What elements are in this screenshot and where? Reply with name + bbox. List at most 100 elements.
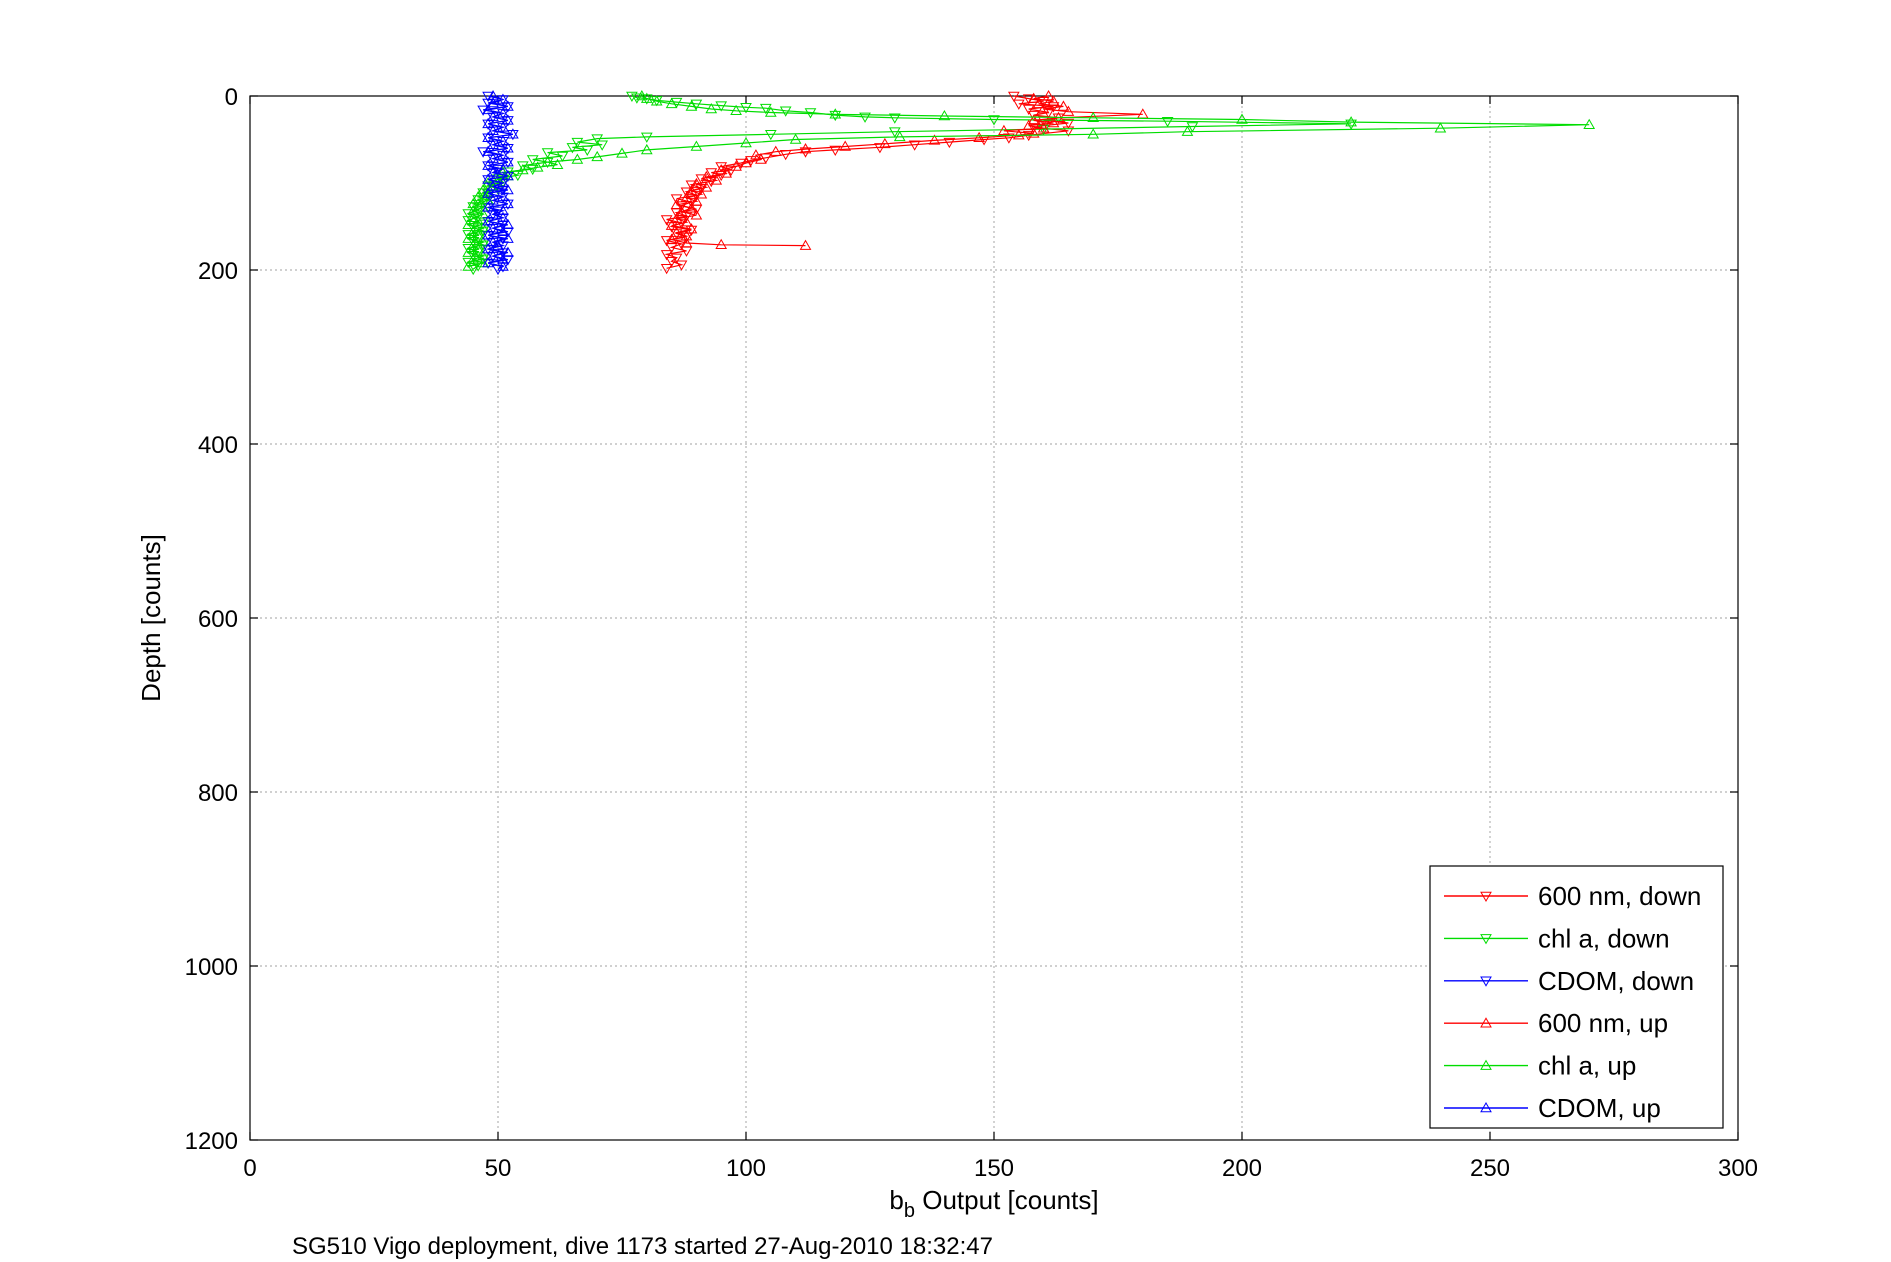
- data-point: [497, 93, 509, 104]
- data-point: [1042, 89, 1055, 101]
- data-point: [482, 103, 494, 115]
- data-point: [988, 115, 1000, 126]
- data-point: [487, 222, 499, 233]
- data-point: [467, 253, 480, 264]
- legend-label: 600 nm, up: [1538, 1008, 1668, 1038]
- data-point: [888, 127, 901, 138]
- data-point: [467, 204, 480, 216]
- data-point: [670, 226, 683, 237]
- data-point: [764, 106, 777, 117]
- data-point: [502, 232, 514, 243]
- data-point: [477, 147, 489, 158]
- data-point: [1022, 119, 1035, 130]
- data-point: [467, 239, 480, 250]
- series-line: [485, 95, 514, 268]
- data-point: [472, 215, 485, 226]
- data-point: [502, 114, 514, 125]
- data-series: [462, 89, 1596, 276]
- data-point: [1434, 122, 1447, 133]
- data-point: [462, 216, 475, 227]
- data-point: [502, 156, 514, 167]
- data-point: [556, 151, 569, 163]
- data-point: [462, 218, 475, 230]
- data-point: [665, 233, 678, 244]
- y-tick-label: 1000: [185, 954, 238, 981]
- data-point: [670, 212, 683, 223]
- data-point: [467, 225, 480, 236]
- data-point: [482, 215, 494, 226]
- data-point: [482, 243, 494, 254]
- data-point: [497, 211, 509, 223]
- data-point: [487, 250, 499, 261]
- legend-item: chl a, up: [1444, 1051, 1636, 1081]
- data-point: [487, 89, 499, 101]
- data-point: [1057, 100, 1070, 111]
- data-point: [487, 124, 499, 136]
- data-point: [1027, 92, 1040, 103]
- data-point: [497, 260, 509, 271]
- x-tick-label: 100: [726, 1155, 766, 1182]
- legend-item: CDOM, down: [1444, 966, 1694, 996]
- data-point: [1007, 91, 1020, 103]
- y-tick-label: 800: [198, 780, 238, 807]
- data-point: [502, 218, 514, 230]
- data-point: [759, 103, 772, 115]
- data-point: [487, 110, 499, 122]
- data-point: [472, 195, 485, 206]
- legend-marker: [1480, 934, 1492, 945]
- data-point: [1022, 94, 1035, 105]
- data-point: [670, 253, 683, 264]
- y-tick-label: 600: [198, 606, 238, 633]
- data-point: [487, 194, 499, 205]
- data-point: [511, 170, 524, 182]
- data-point: [482, 173, 494, 184]
- data-point: [799, 143, 812, 154]
- data-point: [928, 134, 941, 145]
- data-point: [502, 170, 514, 181]
- data-point: [1012, 129, 1025, 140]
- legend-item: 600 nm, up: [1444, 1008, 1668, 1038]
- data-point: [497, 135, 509, 146]
- data-point: [516, 163, 529, 175]
- data-point: [1345, 119, 1357, 130]
- data-point: [551, 158, 564, 169]
- data-point: [1161, 116, 1174, 128]
- data-point: [730, 104, 742, 116]
- series-line: [671, 95, 1143, 247]
- data-point: [502, 255, 514, 266]
- data-point: [695, 174, 708, 185]
- data-point: [467, 197, 480, 209]
- data-point: [799, 239, 812, 250]
- data-point: [695, 188, 708, 199]
- data-point: [680, 216, 693, 227]
- data-point: [829, 110, 842, 122]
- legend-label: chl a, up: [1538, 1051, 1636, 1081]
- data-point: [740, 103, 752, 114]
- data-point: [472, 229, 485, 240]
- data-point: [690, 140, 703, 151]
- y-tick-label: 200: [198, 258, 238, 285]
- data-point: [482, 131, 494, 143]
- data-point: [665, 97, 678, 109]
- data-point: [482, 187, 494, 198]
- data-point: [859, 112, 871, 123]
- data-point: [829, 108, 842, 119]
- x-tick-label: 50: [485, 1155, 512, 1182]
- data-point: [705, 103, 718, 114]
- data-point: [740, 136, 752, 148]
- data-point: [1047, 95, 1060, 106]
- data-point: [616, 147, 628, 158]
- data-point: [502, 197, 514, 209]
- series-line: [466, 95, 1352, 270]
- data-point: [685, 184, 698, 196]
- data-point: [477, 208, 489, 219]
- data-point: [507, 128, 519, 139]
- data-point: [472, 247, 485, 258]
- data-point: [1032, 97, 1045, 109]
- data-point: [492, 239, 504, 250]
- data-point: [531, 161, 544, 172]
- data-point: [482, 159, 494, 170]
- data-point: [497, 253, 509, 264]
- data-point: [998, 124, 1010, 136]
- data-point: [660, 236, 673, 247]
